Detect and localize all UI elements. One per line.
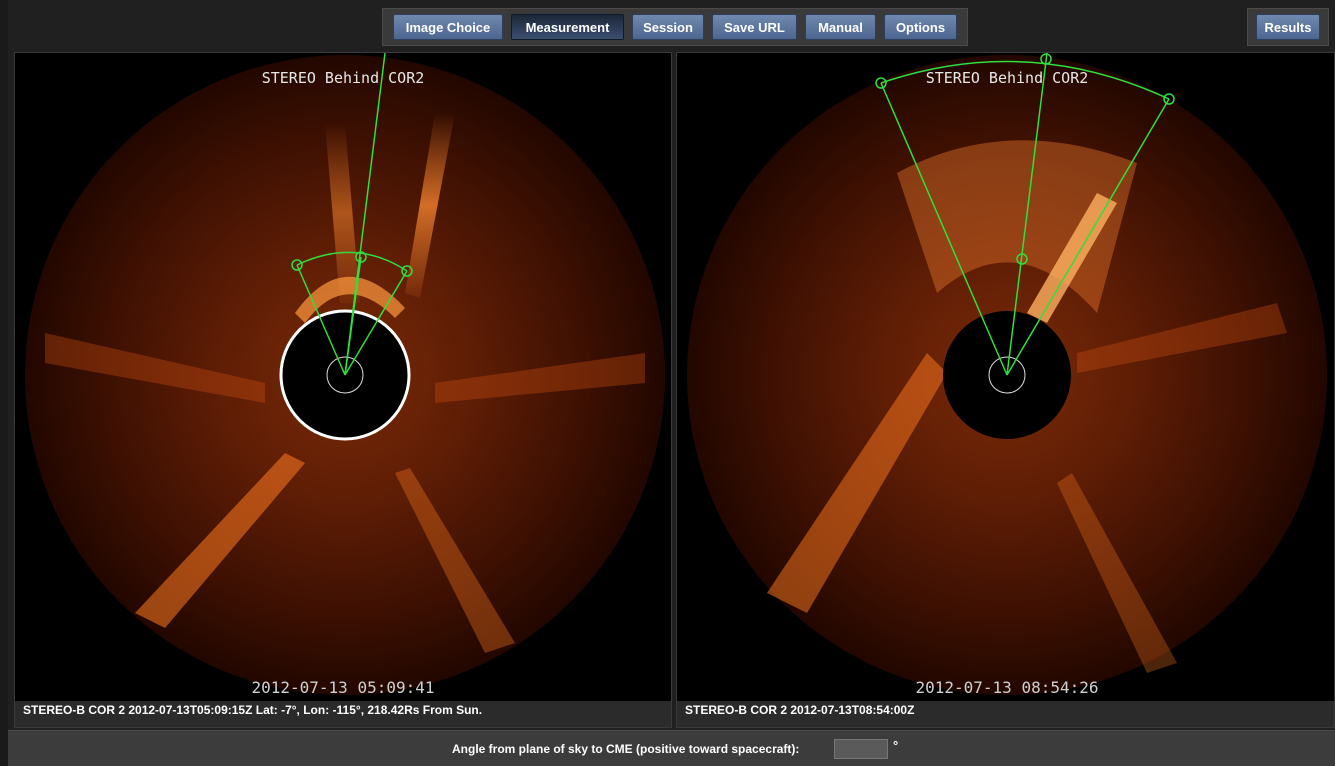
left-image-caption: STEREO-B COR 2 2012-07-13T05:09:15Z Lat:… [23, 703, 483, 717]
overlay-handle[interactable] [355, 251, 367, 263]
session-button[interactable]: Session [632, 14, 704, 40]
overlay-handle[interactable] [1040, 53, 1052, 65]
image-timestamp: 2012-07-13 05:09:41 [251, 678, 434, 697]
measurement-button[interactable]: Measurement [511, 14, 624, 40]
measurement-overlay[interactable] [875, 53, 1175, 376]
angle-input[interactable] [834, 739, 888, 759]
angle-label: Angle from plane of sky to CME (positive… [452, 742, 800, 756]
options-button[interactable]: Options [884, 14, 957, 40]
corona-streamers [767, 140, 1287, 673]
image-choice-button[interactable]: Image Choice [393, 14, 503, 40]
right-image-caption: STEREO-B COR 2 2012-07-13T08:54:00Z [685, 703, 915, 717]
overlay-handle[interactable] [401, 265, 413, 277]
right-image-panel: STEREO Behind COR2 2012-07-13 08:54:26 S… [676, 52, 1335, 728]
overlay-handle[interactable] [1016, 253, 1028, 265]
left-gutter [0, 0, 8, 766]
results-button[interactable]: Results [1256, 14, 1320, 40]
angle-input-bar: Angle from plane of sky to CME (positive… [8, 730, 1335, 766]
manual-button[interactable]: Manual [805, 14, 876, 40]
image-title: STEREO Behind COR2 [262, 69, 425, 87]
main-toolbar: Image Choice Measurement Session Save UR… [382, 8, 968, 46]
overlay-handle[interactable] [291, 259, 303, 271]
sun-outline [326, 356, 364, 394]
degree-symbol: ° [893, 738, 899, 753]
save-url-button[interactable]: Save URL [712, 14, 797, 40]
results-container: Results [1247, 8, 1329, 46]
image-timestamp: 2012-07-13 08:54:26 [915, 678, 1098, 697]
overlay-handle[interactable] [875, 77, 887, 89]
sun-outline [988, 356, 1026, 394]
corona-streamers [45, 113, 645, 653]
image-title: STEREO Behind COR2 [926, 69, 1089, 87]
measurement-overlay[interactable] [291, 53, 413, 376]
left-image-panel: STEREO Behind COR2 2012-07-13 05:09:41 S… [14, 52, 672, 728]
overlay-handle[interactable] [1163, 93, 1175, 105]
left-coronagraph-image[interactable]: STEREO Behind COR2 2012-07-13 05:09:41 [15, 53, 671, 701]
right-coronagraph-image[interactable]: STEREO Behind COR2 2012-07-13 08:54:26 [677, 53, 1334, 701]
